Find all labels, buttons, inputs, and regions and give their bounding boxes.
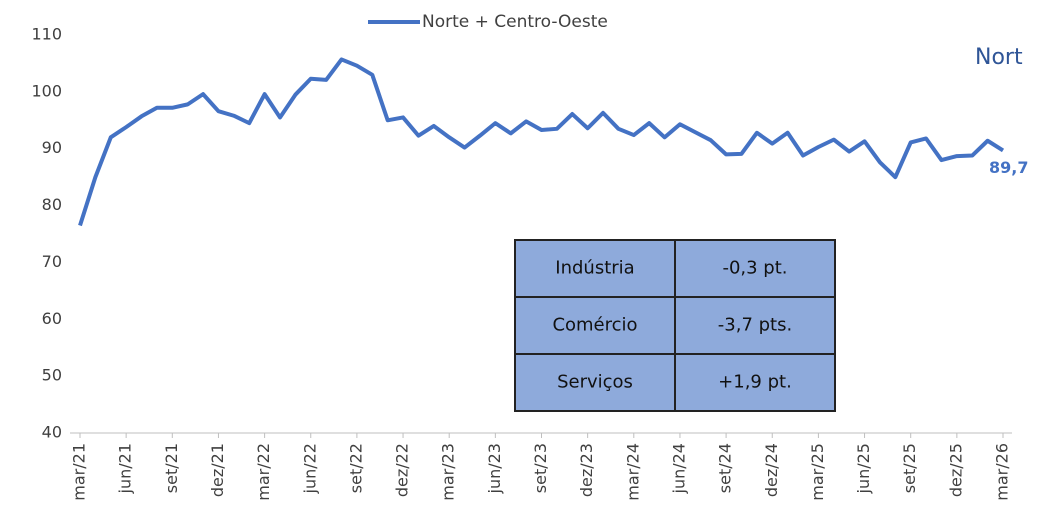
x-tick-label: mar/25 (808, 443, 827, 501)
x-tick-label: dez/25 (946, 443, 965, 497)
legend-label: Norte + Centro-Oeste (422, 12, 608, 32)
table-value: -3,7 pts. (718, 315, 792, 336)
y-tick-label: 60 (42, 309, 62, 328)
y-tick-label: 50 (42, 366, 62, 385)
x-tick-label: mar/26 (993, 443, 1012, 501)
table-cell (674, 353, 836, 412)
table-label: Indústria (555, 258, 634, 279)
x-tick-label: jun/23 (485, 443, 504, 494)
x-tick-label: dez/22 (393, 443, 412, 497)
x-tick-label: set/24 (716, 443, 735, 493)
x-tick-label: set/22 (346, 443, 365, 493)
x-tick-label: set/21 (162, 443, 181, 493)
y-tick-label: 90 (42, 138, 62, 157)
chart-title: Nort (975, 45, 1023, 70)
x-tick-label: dez/24 (762, 443, 781, 497)
table-cell (674, 239, 836, 298)
y-tick-label: 70 (42, 252, 62, 271)
series-line (78, 57, 1005, 227)
x-tick-label: mar/21 (70, 443, 89, 501)
x-tick-label: jun/22 (300, 443, 319, 494)
table-value: -0,3 pt. (722, 258, 787, 279)
x-tick-label: mar/22 (254, 443, 273, 501)
x-tick-label: set/23 (531, 443, 550, 493)
x-tick-label: dez/21 (208, 443, 227, 497)
y-tick-label: 40 (42, 423, 62, 442)
x-tick-label: dez/23 (577, 443, 596, 497)
x-tick-label: jun/24 (669, 443, 688, 494)
y-tick-label: 80 (42, 195, 62, 214)
table-cell (514, 239, 676, 298)
table-label: Serviços (557, 372, 633, 393)
x-tick-label: jun/21 (116, 443, 135, 494)
y-tick-label: 110 (31, 25, 62, 44)
table-label: Comércio (552, 315, 637, 336)
x-tick-label: jun/25 (854, 443, 873, 494)
table-cell (674, 296, 836, 355)
data-label: 89,7 (989, 158, 1028, 177)
x-tick-label: mar/24 (623, 443, 642, 501)
table-cell (514, 296, 676, 355)
x-tick-label: mar/23 (439, 443, 458, 501)
y-tick-label: 100 (31, 81, 62, 100)
table-cell (514, 353, 676, 412)
table-value: +1,9 pt. (718, 372, 792, 393)
x-tick-label: set/25 (900, 443, 919, 493)
